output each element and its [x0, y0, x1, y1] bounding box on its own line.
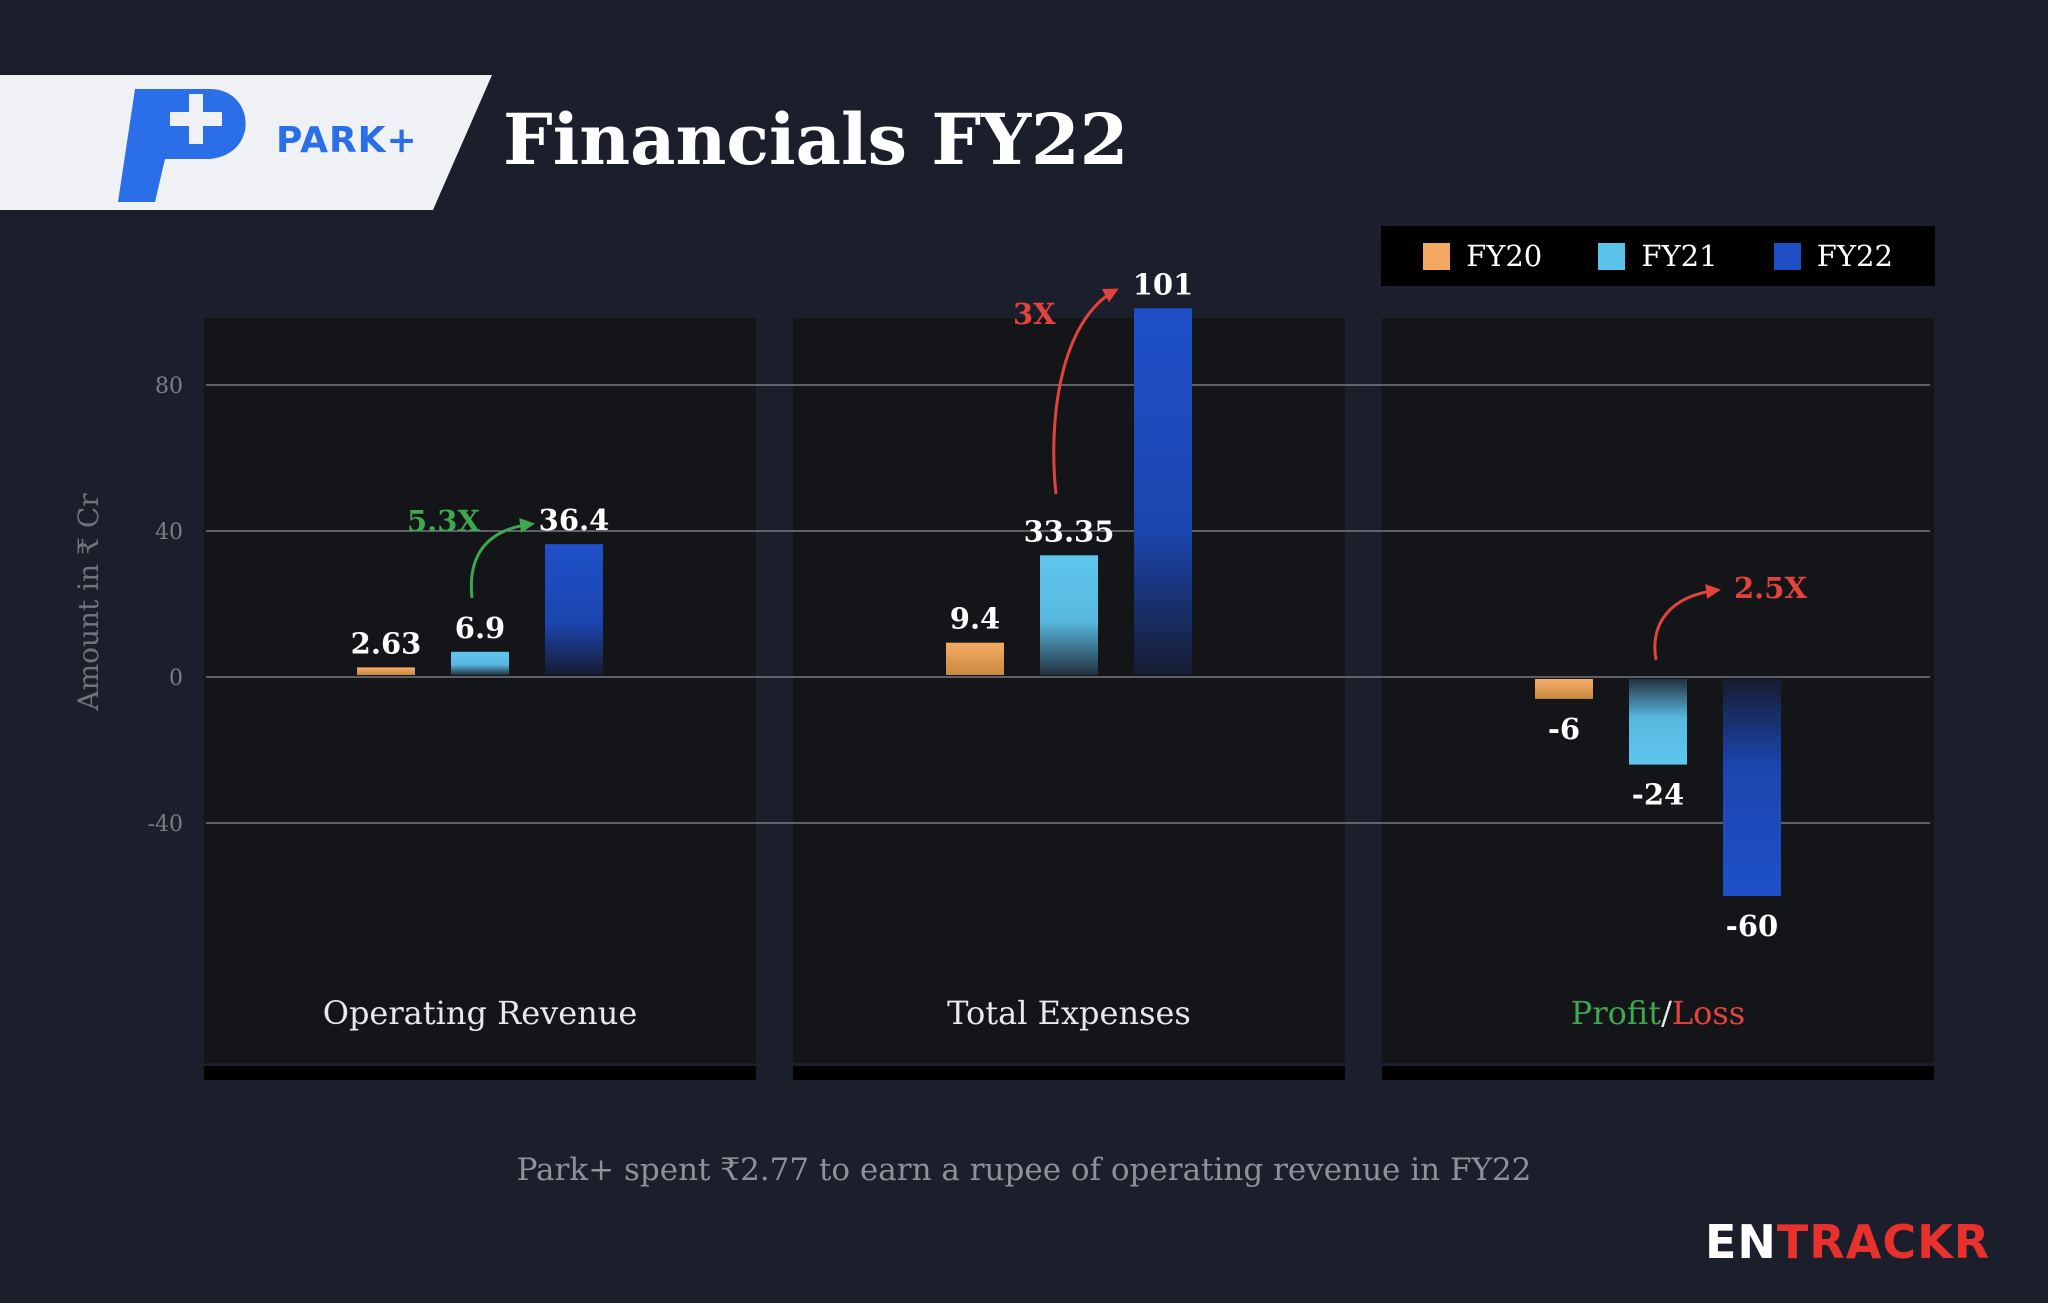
footnote: Park+ spent ₹2.77 to earn a rupee of ope… — [516, 1152, 1532, 1188]
legend-item-fy22: FY22 — [1773, 239, 1893, 273]
growth-label-5-3x: 5.3X — [407, 504, 480, 538]
growth-arrow-red-icon — [1052, 288, 1119, 495]
category-label-operating-revenue: Operating Revenue — [323, 994, 638, 1032]
bar-fy21-0 — [451, 651, 509, 675]
panel-underline-total-expenses — [793, 1066, 1345, 1080]
data-label: 33.35 — [1024, 514, 1115, 548]
growth-annotation-operating-revenue: 5.3X — [407, 504, 535, 599]
data-label: -24 — [1632, 778, 1684, 812]
y-axis-ticks: 80 40 0 -40 — [148, 374, 183, 837]
y-tick-label: -40 — [148, 812, 183, 837]
y-tick-label: 0 — [169, 666, 183, 691]
growth-arrow-green-icon — [469, 517, 535, 599]
page-title: Financials FY22 — [503, 98, 1129, 181]
legend-item-fy21: FY21 — [1598, 239, 1718, 273]
data-labels: 2.63 9.4 -6 6.9 33.35 -24 36.4 101 -60 — [351, 267, 1779, 943]
bar-fy21-1 — [1040, 555, 1098, 675]
growth-label-2-5x: 2.5X — [1734, 571, 1807, 605]
bar-fy22-2 — [1723, 679, 1781, 896]
data-label: -60 — [1726, 909, 1778, 943]
bar-fy22-0 — [545, 544, 603, 675]
park-plus-logo-icon — [118, 89, 246, 202]
legend-label-fy21: FY21 — [1641, 239, 1718, 273]
growth-label-3x: 3X — [1013, 297, 1056, 331]
bar-fy22-1 — [1134, 308, 1192, 675]
data-label: -6 — [1548, 712, 1580, 746]
legend-label-fy20: FY20 — [1466, 239, 1543, 273]
profit-loss-slash: / — [1661, 994, 1672, 1032]
legend-swatch-fy20 — [1423, 242, 1451, 270]
legend-swatch-fy21 — [1598, 242, 1626, 270]
profit-label: Profit — [1571, 994, 1661, 1032]
data-label: 2.63 — [351, 626, 422, 660]
brand-name: PARK+ — [276, 120, 418, 161]
panel-background-operating-revenue — [204, 318, 756, 1063]
bars — [357, 308, 1781, 896]
chart-legend: FY20 FY21 FY22 — [1381, 226, 1935, 286]
data-label: 6.9 — [455, 611, 505, 645]
gridlines — [206, 384, 1930, 824]
loss-label: Loss — [1672, 994, 1745, 1032]
y-tick-label: 40 — [155, 520, 183, 545]
bar-fy21-2 — [1629, 679, 1687, 765]
legend-label-fy22: FY22 — [1816, 239, 1893, 273]
legend-item-fy20: FY20 — [1423, 239, 1542, 273]
legend-swatch-fy22 — [1773, 242, 1801, 270]
y-axis-label: Amount in ₹ Cr — [72, 493, 105, 712]
y-tick-label: 80 — [155, 374, 183, 399]
bar-fy20-1 — [946, 642, 1004, 675]
panel-background-total-expenses — [793, 318, 1345, 1063]
growth-annotation-profit-loss: 2.5X — [1653, 571, 1807, 661]
category-label-profit-loss: Profit/Loss — [1571, 994, 1745, 1032]
bar-fy20-2 — [1535, 679, 1593, 699]
growth-annotation-total-expenses: 3X — [1013, 288, 1119, 495]
data-label: 9.4 — [950, 602, 1000, 636]
panel-underline-operating-revenue — [204, 1066, 756, 1080]
data-label: 36.4 — [539, 503, 610, 537]
credit-part-1: EN — [1705, 1215, 1777, 1269]
growth-arrow-red-icon — [1653, 583, 1721, 661]
credit-part-2: TRACKR — [1776, 1215, 1991, 1269]
data-label: 101 — [1133, 267, 1194, 301]
entrackr-logo: ENTRACKR — [1705, 1215, 1990, 1269]
category-label-total-expenses: Total Expenses — [947, 994, 1191, 1032]
bar-fy20-0 — [357, 667, 415, 675]
panel-underline-profit-loss — [1382, 1066, 1934, 1080]
header-band — [0, 75, 492, 210]
